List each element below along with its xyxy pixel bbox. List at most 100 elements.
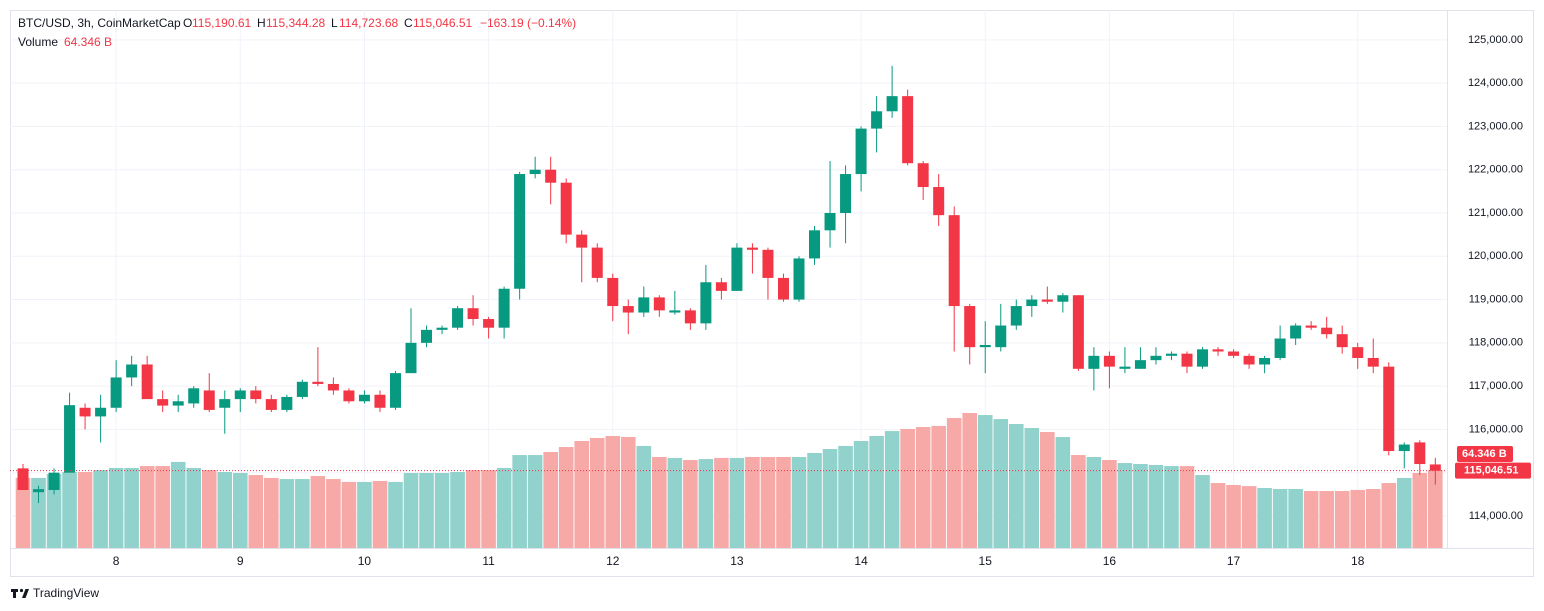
volume-bar — [760, 456, 776, 548]
candle-body — [1165, 353, 1177, 356]
volume-bar — [915, 427, 931, 548]
candle-body — [886, 96, 898, 112]
volume-bar — [419, 472, 434, 548]
candle-body — [64, 405, 76, 473]
volume-bar — [1303, 491, 1319, 548]
y-tick-label: 114,000.00 — [1469, 510, 1523, 522]
candle-body — [188, 388, 200, 404]
y-tick-label: 124,000.00 — [1468, 77, 1523, 89]
y-tick-label: 119,000.00 — [1469, 293, 1523, 305]
candle-body — [327, 383, 339, 391]
candle-body — [762, 249, 774, 278]
volume-bar — [683, 460, 698, 548]
candle-body — [1010, 306, 1022, 326]
volume-bar — [558, 447, 574, 548]
x-tick-label: 18 — [1351, 554, 1365, 568]
candle-body — [529, 169, 541, 175]
candle-body — [700, 282, 712, 324]
y-tick-label: 118,000.00 — [1469, 337, 1523, 349]
last-price-label: 115,046.51 — [1464, 465, 1518, 477]
volume-bar — [1071, 455, 1086, 548]
candle-body — [917, 163, 929, 188]
candle-body — [110, 377, 122, 408]
volume-key: Volume — [18, 35, 58, 49]
open-value: 115,190.61 — [192, 16, 251, 30]
volume-value: 64.346 B — [64, 35, 112, 49]
candle-body — [1383, 366, 1395, 452]
volume-bar — [15, 477, 31, 548]
volume-bar — [481, 470, 496, 548]
volume-bar — [1164, 466, 1179, 548]
candle-body — [343, 390, 355, 402]
candle-body — [871, 111, 883, 129]
volume-bar — [1428, 470, 1443, 548]
candle-body — [281, 396, 293, 410]
volume-bar — [139, 466, 155, 548]
candle-body — [234, 390, 246, 400]
candle-body — [421, 329, 433, 343]
candle-body — [1134, 360, 1146, 369]
candle-body — [933, 187, 945, 216]
volume-bar — [1257, 488, 1272, 548]
y-tick-label: 123,000.00 — [1468, 120, 1523, 132]
volume-bar — [186, 468, 202, 548]
volume-bar — [1226, 484, 1241, 548]
candle-body — [995, 325, 1007, 348]
candle-body — [653, 297, 665, 311]
candle-body — [576, 234, 588, 248]
high-key: H — [257, 16, 266, 30]
volume-bar — [822, 448, 838, 548]
candle-body — [793, 258, 805, 300]
candle-body — [498, 288, 510, 328]
candle-body — [1429, 464, 1441, 471]
x-tick-label: 8 — [113, 554, 120, 568]
candle-body — [545, 169, 557, 183]
volume-bar — [729, 457, 745, 548]
volume-bar — [884, 431, 900, 548]
candle-body — [1336, 334, 1348, 348]
candle-body — [855, 128, 867, 175]
candle-body — [622, 306, 634, 313]
candle-body — [809, 230, 821, 259]
y-tick-label: 125,000.00 — [1468, 34, 1523, 46]
candle-body — [1088, 355, 1100, 369]
volume-bar — [496, 468, 512, 548]
candle-body — [1181, 353, 1193, 367]
candle-body — [1026, 299, 1038, 307]
x-tick-label: 12 — [606, 554, 620, 568]
volume-bar — [264, 477, 279, 548]
candle-body — [979, 345, 991, 348]
candle-body — [638, 297, 650, 313]
volume-bar — [77, 472, 93, 548]
volume-bar — [620, 436, 636, 548]
volume-bar — [869, 436, 884, 548]
candle-body — [483, 319, 495, 328]
x-tick-label: 16 — [1103, 554, 1117, 568]
candle-body — [1259, 357, 1271, 365]
y-tick-label: 117,000.00 — [1469, 380, 1523, 392]
candle-body — [715, 282, 727, 291]
low-value: 114,723.68 — [339, 16, 398, 30]
volume-bar — [31, 477, 46, 548]
volume-bar — [1381, 483, 1397, 548]
candle-body — [731, 247, 743, 291]
volume-bar — [574, 440, 590, 548]
x-tick-label: 14 — [854, 554, 868, 568]
candle-body — [591, 247, 603, 278]
candle-body — [514, 174, 526, 289]
volume-bar — [1365, 488, 1381, 548]
volume-bar — [946, 417, 962, 548]
volume-bar — [1350, 489, 1366, 548]
volume-bar — [714, 457, 729, 548]
volume-bar — [1008, 424, 1024, 548]
candle-body — [1119, 366, 1131, 369]
change: −163.19 (−0.14%) — [480, 16, 576, 30]
last-price-box — [1455, 462, 1531, 479]
volume-bar — [791, 456, 807, 548]
volume-bar — [1412, 472, 1428, 548]
y-tick-label: 122,000.00 — [1468, 164, 1523, 176]
candle-body — [1321, 327, 1333, 335]
volume-bar — [807, 452, 822, 548]
volume-bar — [1288, 488, 1303, 548]
volume-bar — [1133, 464, 1148, 548]
